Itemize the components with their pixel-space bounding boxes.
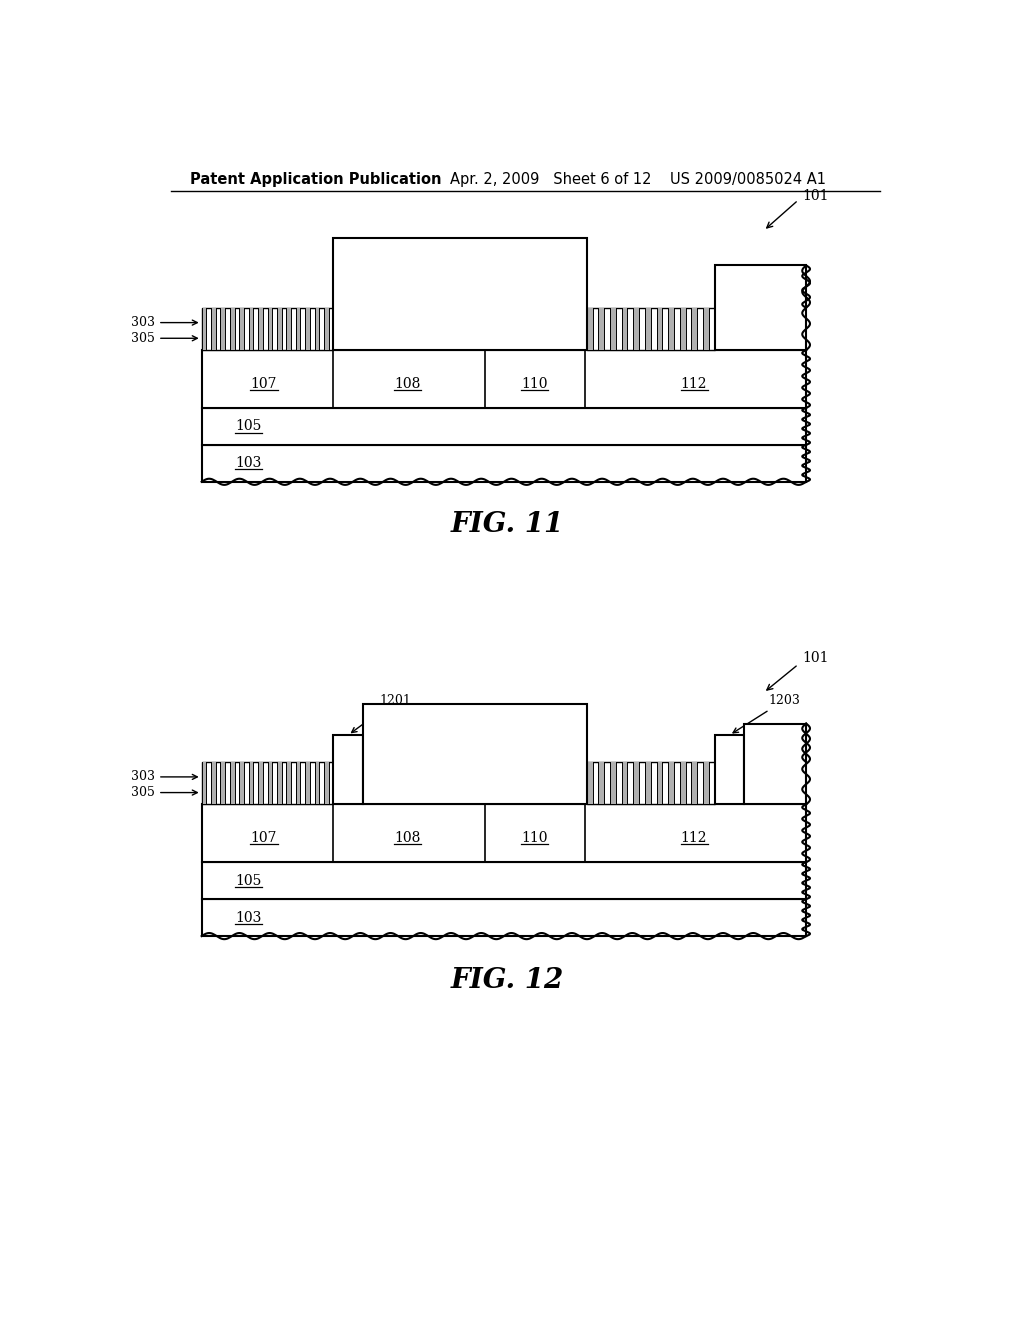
Bar: [598, 762, 604, 804]
Text: Patent Application Publication: Patent Application Publication: [190, 173, 441, 187]
Bar: [703, 762, 709, 804]
Bar: [211, 762, 216, 804]
Text: 107: 107: [251, 830, 276, 845]
Text: 112: 112: [681, 376, 707, 391]
Bar: [296, 308, 300, 350]
Text: 108: 108: [394, 830, 420, 845]
Text: 101: 101: [802, 189, 828, 203]
Bar: [202, 899, 806, 936]
Text: Apr. 2, 2009   Sheet 6 of 12: Apr. 2, 2009 Sheet 6 of 12: [450, 173, 651, 187]
Bar: [587, 308, 715, 350]
Bar: [587, 762, 593, 804]
Bar: [715, 265, 806, 350]
Bar: [211, 308, 216, 350]
Bar: [622, 762, 628, 804]
Bar: [645, 762, 650, 804]
Bar: [744, 723, 806, 804]
Text: 105: 105: [234, 874, 261, 887]
Bar: [656, 762, 663, 804]
Bar: [267, 762, 272, 804]
Bar: [633, 762, 639, 804]
Bar: [598, 308, 604, 350]
Bar: [276, 762, 282, 804]
Bar: [622, 308, 628, 350]
Bar: [334, 735, 362, 804]
Text: 1003: 1003: [742, 301, 778, 314]
Text: 305: 305: [131, 787, 198, 799]
Bar: [202, 762, 334, 804]
Bar: [656, 308, 663, 350]
Bar: [362, 705, 587, 804]
Bar: [267, 308, 272, 350]
Text: 1203: 1203: [733, 694, 800, 733]
Text: 1201: 1201: [351, 694, 411, 733]
Bar: [610, 762, 615, 804]
Text: US 2009/0085024 A1: US 2009/0085024 A1: [671, 173, 826, 187]
Text: 1001: 1001: [440, 288, 479, 301]
Bar: [249, 308, 253, 350]
Bar: [305, 308, 310, 350]
Bar: [202, 445, 806, 482]
Bar: [305, 762, 310, 804]
Bar: [202, 308, 334, 350]
Bar: [220, 762, 225, 804]
Bar: [610, 308, 615, 350]
Bar: [258, 762, 263, 804]
Text: 108: 108: [394, 376, 420, 391]
Bar: [680, 308, 686, 350]
Bar: [324, 762, 329, 804]
Bar: [334, 239, 587, 350]
Bar: [587, 762, 715, 804]
Bar: [691, 762, 697, 804]
Bar: [324, 308, 329, 350]
Bar: [669, 762, 674, 804]
Bar: [240, 308, 244, 350]
Bar: [314, 762, 319, 804]
Text: FIG. 12: FIG. 12: [452, 968, 564, 994]
Bar: [220, 308, 225, 350]
Bar: [314, 308, 319, 350]
Bar: [715, 735, 744, 804]
Bar: [258, 308, 263, 350]
Bar: [287, 308, 291, 350]
Bar: [229, 762, 234, 804]
Text: 103: 103: [234, 911, 261, 924]
Bar: [202, 862, 806, 899]
Bar: [276, 308, 282, 350]
Text: 110: 110: [521, 376, 548, 391]
Bar: [202, 408, 806, 445]
Bar: [287, 762, 291, 804]
Bar: [691, 308, 697, 350]
Text: 107: 107: [251, 376, 276, 391]
Text: FIG. 11: FIG. 11: [452, 511, 564, 537]
Bar: [587, 308, 593, 350]
Bar: [202, 350, 806, 408]
Bar: [633, 308, 639, 350]
Text: 101: 101: [802, 651, 828, 665]
Bar: [703, 308, 709, 350]
Bar: [669, 308, 674, 350]
Bar: [202, 308, 206, 350]
Text: 103: 103: [234, 457, 261, 470]
Bar: [202, 804, 806, 862]
Bar: [680, 762, 686, 804]
Bar: [645, 308, 650, 350]
Text: 105: 105: [234, 420, 261, 433]
Text: 305: 305: [131, 331, 198, 345]
Text: 303: 303: [131, 315, 198, 329]
Bar: [249, 762, 253, 804]
Bar: [240, 762, 244, 804]
Text: 112: 112: [681, 830, 707, 845]
Bar: [296, 762, 300, 804]
Text: 110: 110: [521, 830, 548, 845]
Bar: [202, 762, 206, 804]
Bar: [229, 308, 234, 350]
Text: 303: 303: [131, 771, 198, 783]
